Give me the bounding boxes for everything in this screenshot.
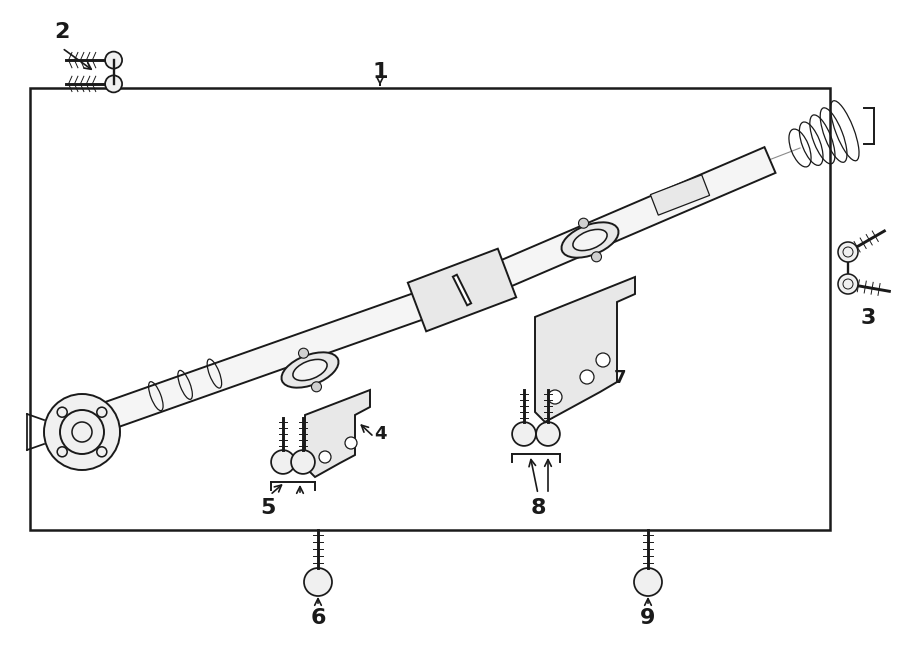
- Text: 4: 4: [374, 425, 386, 443]
- Polygon shape: [497, 147, 776, 288]
- Ellipse shape: [292, 359, 327, 381]
- Circle shape: [299, 348, 309, 358]
- Text: 9: 9: [640, 608, 656, 628]
- Circle shape: [591, 252, 601, 261]
- Circle shape: [311, 382, 321, 392]
- Circle shape: [105, 52, 122, 69]
- Ellipse shape: [282, 352, 338, 388]
- Circle shape: [319, 451, 331, 463]
- Circle shape: [838, 242, 858, 262]
- Text: 7: 7: [614, 369, 626, 387]
- Polygon shape: [453, 275, 472, 305]
- Circle shape: [580, 370, 594, 384]
- Text: 3: 3: [860, 308, 876, 328]
- Bar: [651, 175, 709, 215]
- Circle shape: [634, 568, 662, 596]
- Circle shape: [548, 390, 562, 404]
- Bar: [30, 88, 830, 530]
- Ellipse shape: [573, 230, 608, 251]
- Ellipse shape: [562, 222, 618, 258]
- Circle shape: [105, 75, 122, 93]
- Text: 5: 5: [260, 498, 275, 518]
- Circle shape: [512, 422, 535, 446]
- Polygon shape: [63, 292, 427, 443]
- Circle shape: [44, 394, 120, 470]
- Circle shape: [345, 437, 357, 449]
- Polygon shape: [535, 277, 635, 422]
- Text: 1: 1: [373, 62, 388, 82]
- Circle shape: [271, 450, 295, 474]
- Polygon shape: [408, 249, 517, 331]
- Circle shape: [536, 422, 560, 446]
- Circle shape: [838, 274, 858, 294]
- Circle shape: [596, 353, 610, 367]
- Text: 2: 2: [54, 22, 69, 42]
- Polygon shape: [305, 390, 370, 477]
- Text: 6: 6: [310, 608, 326, 628]
- Circle shape: [579, 218, 589, 228]
- Text: 8: 8: [530, 498, 545, 518]
- Circle shape: [291, 450, 315, 474]
- Circle shape: [304, 568, 332, 596]
